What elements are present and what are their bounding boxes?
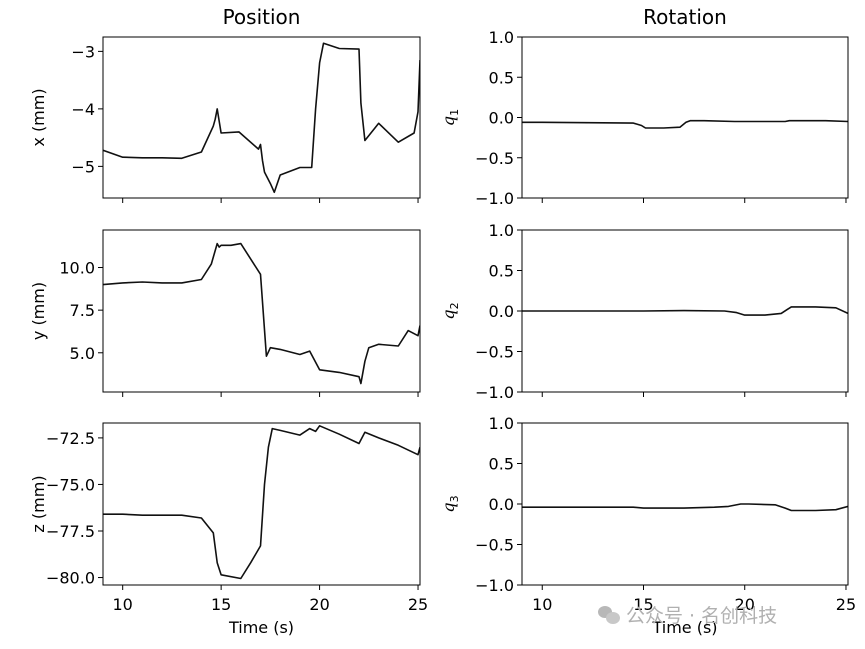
series-line-z bbox=[103, 424, 420, 580]
x-tick-label-q3: 15 bbox=[633, 595, 653, 614]
axes-frame-q3 bbox=[521, 422, 849, 586]
y-tick-label-y: 5.0 bbox=[70, 344, 95, 363]
y-tick-label-q2: −1.0 bbox=[475, 383, 514, 402]
x-tick-label-z: 20 bbox=[309, 595, 329, 614]
x-tick-label-q3: 20 bbox=[735, 595, 755, 614]
column-title: Position bbox=[223, 5, 301, 29]
y-tick-label-x: −5 bbox=[71, 157, 95, 176]
series-line-y bbox=[103, 242, 420, 385]
series-line-x bbox=[103, 42, 420, 194]
y-axis-label-z: z (mm) bbox=[29, 475, 48, 532]
x-tick-label-z: 10 bbox=[113, 595, 133, 614]
y-tick-label-q2: 1.0 bbox=[489, 221, 514, 240]
y-axis-label-y: y (mm) bbox=[29, 282, 48, 340]
x-tick-label-q3: 10 bbox=[532, 595, 552, 614]
x-tick-label-z: 25 bbox=[408, 595, 428, 614]
y-axis-label-q1: q1 bbox=[439, 109, 461, 126]
y-tick-label-q1: 0.0 bbox=[489, 109, 514, 128]
y-axis-label-q3: q3 bbox=[439, 495, 461, 512]
watermark-text: 公众号 · 名创科技 bbox=[626, 605, 778, 627]
axes-frame-q1 bbox=[521, 36, 849, 199]
y-tick-label-q2: 0.5 bbox=[489, 262, 514, 281]
wechat-icon bbox=[598, 605, 620, 624]
y-tick-label-z: −72.5 bbox=[46, 429, 95, 448]
series-line-q2 bbox=[522, 306, 848, 316]
x-axis-label-q3: Time (s) bbox=[651, 618, 717, 637]
y-tick-label-q3: 0.5 bbox=[489, 455, 514, 474]
axes-frame-z bbox=[102, 422, 421, 586]
y-axis-label-symbol: q bbox=[439, 309, 458, 319]
y-tick-label-q1: −0.5 bbox=[475, 149, 514, 168]
y-tick-label-y: 10.0 bbox=[59, 259, 95, 278]
y-tick-label-z: −75.0 bbox=[46, 475, 95, 494]
series-line-q3 bbox=[522, 503, 848, 512]
series-line-q1 bbox=[522, 119, 848, 129]
y-tick-label-z: −77.5 bbox=[46, 522, 95, 541]
watermark: 公众号 · 名创科技 bbox=[598, 601, 777, 628]
axes-frame-y bbox=[102, 229, 421, 393]
x-tick-label-q3: 25 bbox=[836, 595, 856, 614]
y-tick-label-q1: 0.5 bbox=[489, 68, 514, 87]
y-axis-label-subscript: 1 bbox=[448, 109, 461, 116]
y-tick-label-q3: 1.0 bbox=[489, 414, 514, 433]
y-tick-label-x: −3 bbox=[71, 42, 95, 61]
y-axis-label-subscript: 2 bbox=[448, 302, 461, 309]
y-tick-label-x: −4 bbox=[71, 100, 95, 119]
y-tick-label-y: 7.5 bbox=[70, 301, 95, 320]
y-axis-label-q2: q2 bbox=[439, 302, 461, 319]
y-tick-label-q1: −1.0 bbox=[475, 189, 514, 208]
y-tick-label-q3: −1.0 bbox=[475, 576, 514, 595]
y-axis-label-symbol: q bbox=[439, 502, 458, 512]
y-tick-label-q3: −0.5 bbox=[475, 536, 514, 555]
y-tick-label-z: −80.0 bbox=[46, 569, 95, 588]
y-axis-label-x: x (mm) bbox=[29, 88, 48, 146]
x-axis-label-z: Time (s) bbox=[228, 618, 294, 637]
y-axis-label-symbol: q bbox=[439, 116, 458, 126]
y-tick-label-q3: 0.0 bbox=[489, 495, 514, 514]
x-tick-label-z: 15 bbox=[211, 595, 231, 614]
column-title: Rotation bbox=[643, 5, 727, 29]
y-tick-label-q1: 1.0 bbox=[489, 28, 514, 47]
y-axis-label-subscript: 3 bbox=[448, 495, 461, 502]
y-tick-label-q2: −0.5 bbox=[475, 343, 514, 362]
axes-frame-x bbox=[102, 36, 421, 199]
y-tick-label-q2: 0.0 bbox=[489, 302, 514, 321]
